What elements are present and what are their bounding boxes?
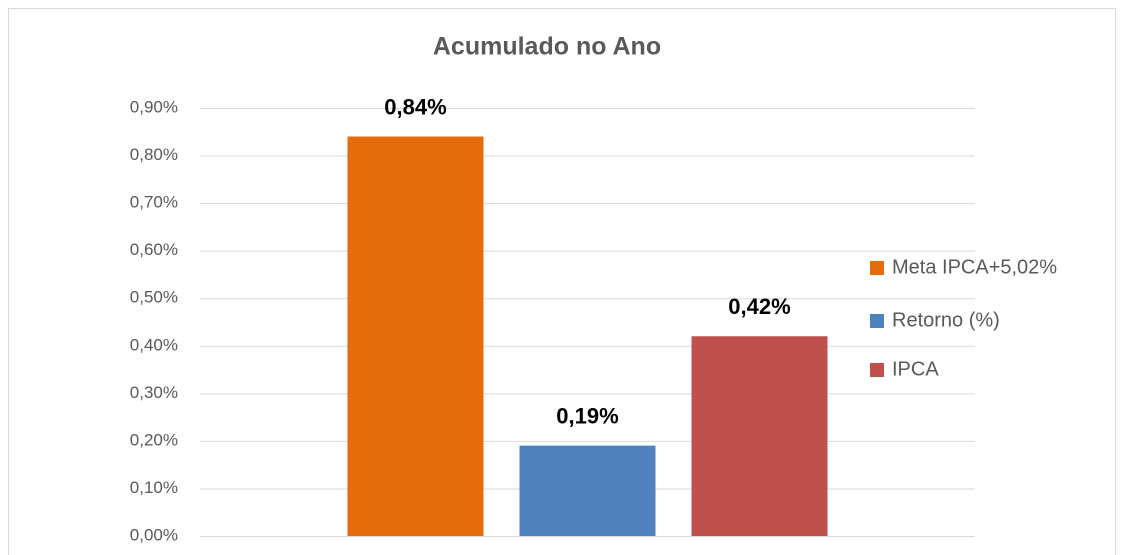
y-tick-label: 0,80% <box>130 145 178 164</box>
y-tick-label: 0,40% <box>130 335 178 354</box>
data-label: 0,42% <box>728 294 790 319</box>
y-tick-label: 0,20% <box>130 430 178 449</box>
legend-swatch <box>870 363 884 377</box>
y-tick-label: 0,50% <box>130 288 178 307</box>
data-label: 0,19% <box>556 403 618 428</box>
y-tick-label: 0,00% <box>130 525 178 544</box>
y-tick-label: 0,10% <box>130 478 178 497</box>
bar <box>519 445 656 536</box>
legend-swatch <box>870 314 884 328</box>
y-tick-label: 0,60% <box>130 240 178 259</box>
chart-title: Acumulado no Ano <box>433 33 661 61</box>
bar <box>347 136 484 537</box>
data-label: 0,84% <box>384 94 446 119</box>
legend-label: Retorno (%) <box>892 309 1000 331</box>
y-tick-label: 0,70% <box>130 193 178 212</box>
legend-label: Meta IPCA+5,02% <box>892 256 1057 278</box>
bar <box>691 336 828 536</box>
y-tick-label: 0,30% <box>130 383 178 402</box>
chart-border <box>8 8 1116 555</box>
legend-swatch <box>870 261 884 275</box>
y-tick-label: 0,90% <box>130 97 178 116</box>
legend-label: IPCA <box>892 358 939 380</box>
